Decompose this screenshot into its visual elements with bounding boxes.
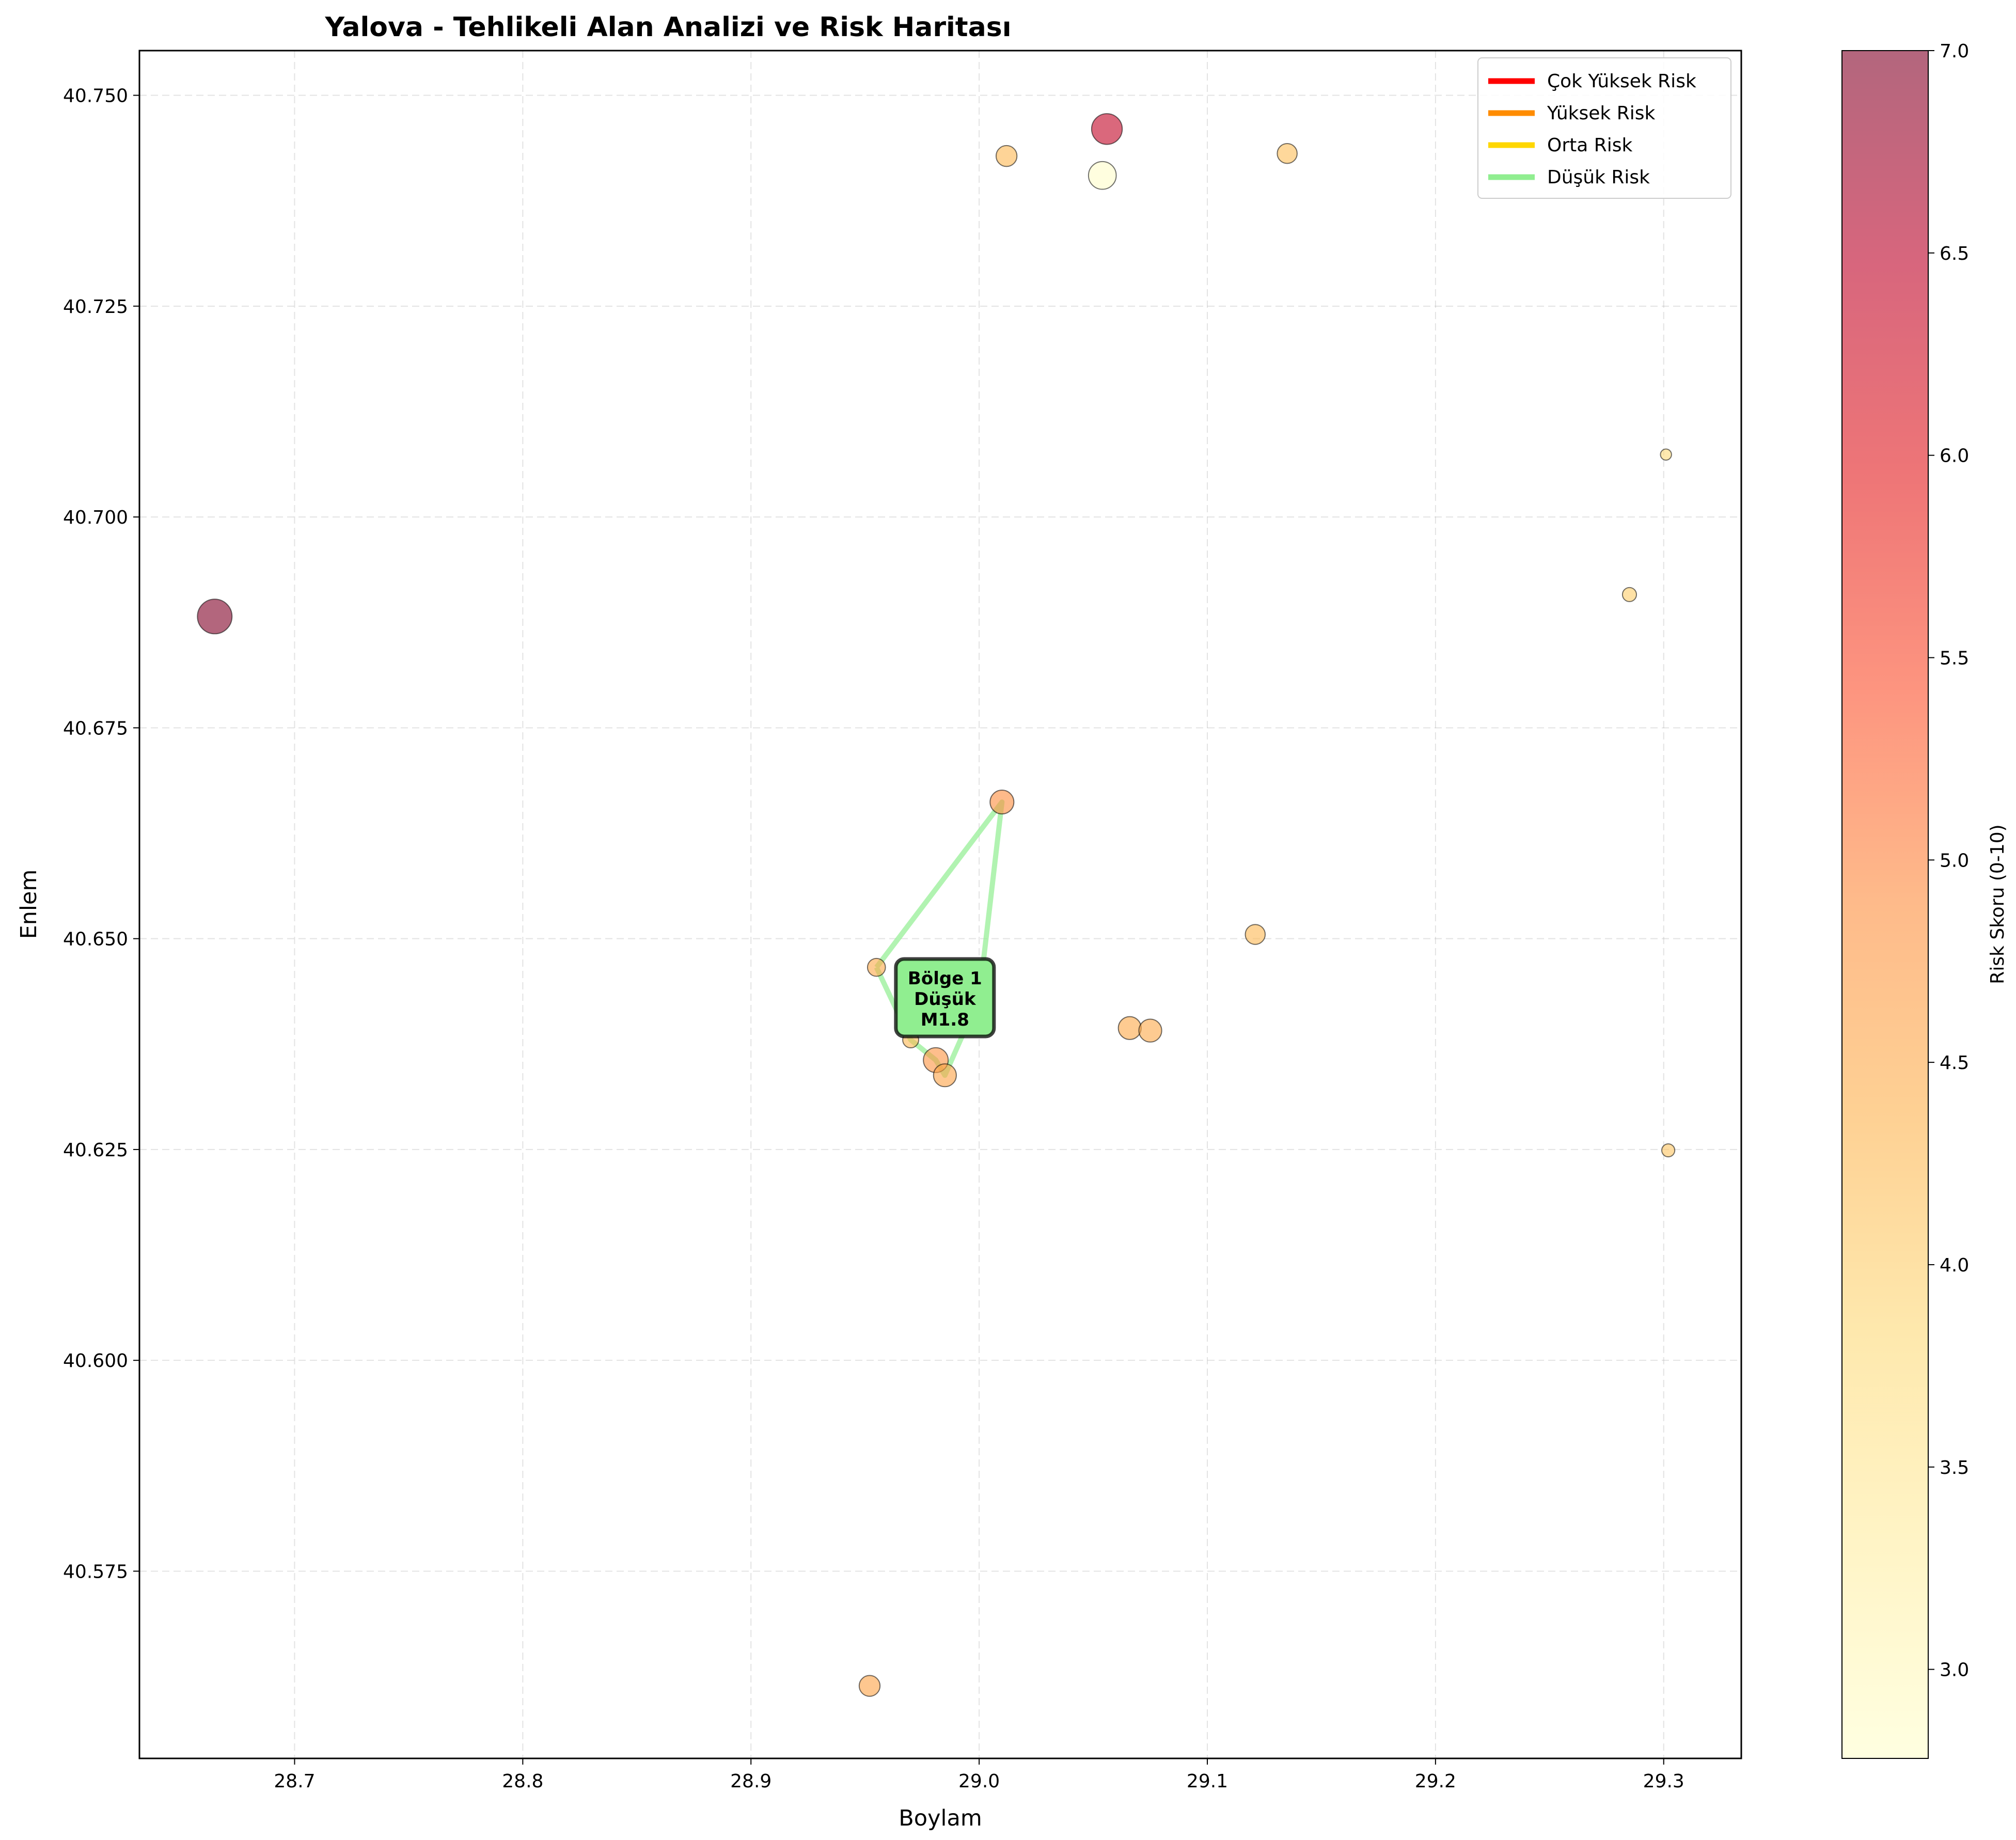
legend-box: [1477, 57, 1731, 199]
event-point: [867, 957, 886, 977]
x-tick-label: 28.9: [730, 1771, 771, 1792]
colorbar-tick-label: 6.5: [1940, 243, 1969, 264]
colorbar-ticks: 3.0 3.5 4.0 4.5 5.0 5.5 6.0 6.5 7.0: [1928, 41, 1969, 1681]
event-point: [1245, 924, 1266, 945]
event-point: [933, 1063, 957, 1088]
grid-lines: [139, 51, 1741, 1758]
event-point: [1091, 113, 1123, 145]
zone-label-line: Düşük: [914, 989, 976, 1010]
y-tick-label: 40.750: [63, 86, 128, 107]
x-axis-ticks: 28.7 28.8 28.9 29.0 29.1 29.2 29.3: [274, 1758, 1684, 1792]
x-tick-label: 28.8: [502, 1771, 543, 1792]
y-tick-label: 40.600: [63, 1350, 128, 1372]
legend-label-low: Düşük Risk: [1547, 167, 1650, 188]
chart-title: Yalova - Tehlikeli Alan Analizi ve Risk …: [324, 12, 1011, 43]
event-point: [197, 599, 233, 635]
event-point: [1138, 1018, 1162, 1043]
colorbar: 3.0 3.5 4.0 4.5 5.0 5.5 6.0 6.5 7.0 Risk Skoru (…: [1841, 41, 2008, 1759]
colorbar-tick-label: 5.0: [1940, 850, 1969, 871]
event-point: [1117, 1016, 1142, 1040]
y-tick-label: 40.700: [63, 507, 128, 528]
y-axis-label: Enlem: [16, 870, 42, 939]
event-point: [1660, 448, 1672, 461]
zone-label-line: M1.8: [921, 1010, 969, 1030]
colorbar-tick-label: 4.5: [1940, 1052, 1969, 1074]
event-point: [858, 1675, 881, 1697]
colorbar-tick-label: 5.5: [1940, 648, 1969, 669]
y-axis-ticks: 40.575 40.600 40.625 40.650 40.675 40.700 40.7…: [63, 86, 139, 1582]
zone-label-line: Bölge 1: [908, 968, 982, 989]
colorbar-tick-label: 4.0: [1940, 1255, 1969, 1276]
y-tick-label: 40.650: [63, 929, 128, 950]
legend: Çok Yüksek Risk Yüksek Risk Orta Risk Dü…: [1477, 57, 1731, 199]
x-tick-label: 29.0: [958, 1771, 1000, 1792]
y-tick-label: 40.675: [63, 718, 128, 739]
event-point: [1621, 587, 1637, 602]
colorbar-tick-label: 6.0: [1940, 446, 1969, 467]
event-point: [995, 145, 1018, 167]
x-tick-label: 29.2: [1415, 1771, 1456, 1792]
colorbar-frame: [1841, 50, 1929, 1759]
event-point: [989, 790, 1015, 815]
plot-area: [139, 51, 1741, 1758]
event-point: [1277, 143, 1298, 164]
zone-label-box: [894, 957, 996, 1039]
event-point: [1088, 161, 1117, 190]
y-tick-label: 40.725: [63, 296, 128, 318]
legend-label-medium: Orta Risk: [1547, 135, 1633, 156]
x-tick-label: 29.1: [1187, 1771, 1228, 1792]
plot-frame: [138, 50, 1742, 1759]
colorbar-tick-label: 3.5: [1940, 1457, 1969, 1479]
y-tick-label: 40.575: [63, 1561, 128, 1582]
legend-label-high: Yüksek Risk: [1547, 103, 1655, 124]
legend-label-very-high: Çok Yüksek Risk: [1547, 71, 1696, 92]
x-axis-label: Boylam: [899, 1805, 982, 1831]
colorbar-tick-label: 7.0: [1940, 41, 1969, 62]
x-tick-label: 29.3: [1643, 1771, 1684, 1792]
colorbar-gradient: [1842, 51, 1928, 1758]
event-point: [1661, 1143, 1676, 1158]
y-tick-label: 40.625: [63, 1140, 128, 1161]
colorbar-label: Risk Skoru (0-10): [1987, 824, 2008, 984]
x-tick-label: 28.7: [274, 1771, 315, 1792]
colorbar-tick-label: 3.0: [1940, 1660, 1969, 1681]
